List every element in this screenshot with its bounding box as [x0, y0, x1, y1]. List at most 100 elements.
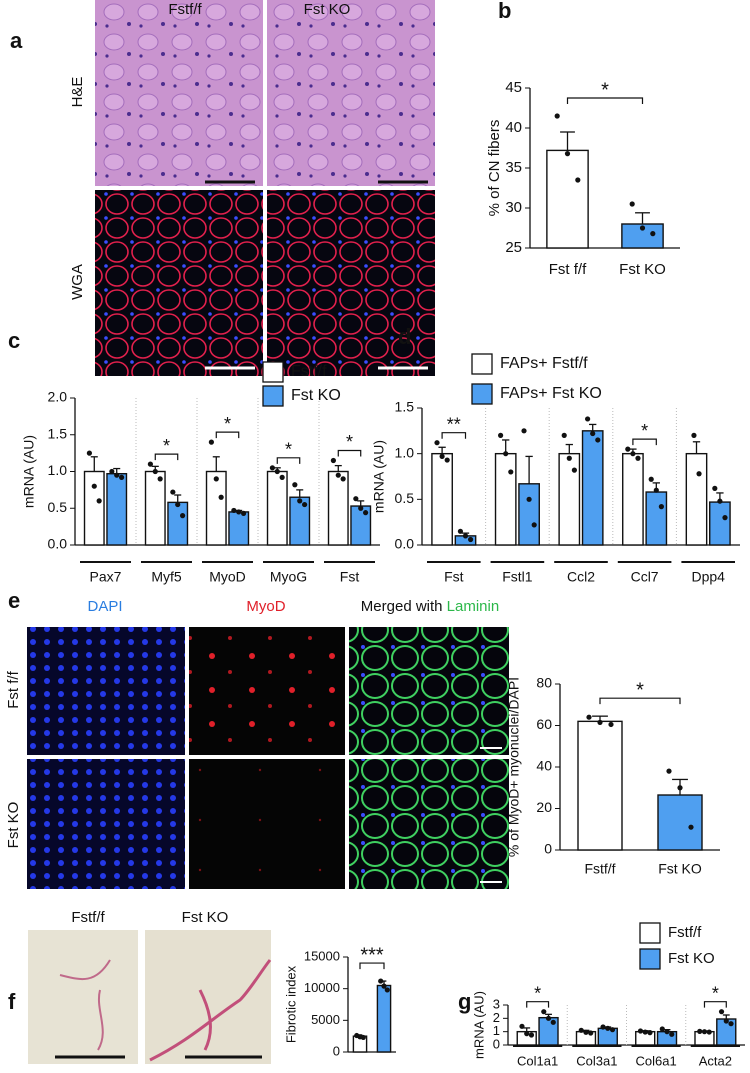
legend-label: FAPs+ Fst KO	[500, 385, 602, 402]
data-point	[363, 510, 369, 516]
data-point	[297, 498, 303, 504]
x-tick-label: Fst KO	[658, 861, 702, 877]
y-tick-label: 5000	[311, 1012, 340, 1027]
x-tick-label: Ccl2	[567, 569, 595, 585]
data-point	[722, 515, 728, 521]
data-point	[630, 451, 636, 457]
data-point	[541, 1009, 547, 1015]
x-tick-label: MyoD	[209, 569, 246, 585]
data-point	[180, 513, 186, 519]
data-point	[586, 714, 592, 720]
data-point	[335, 472, 341, 478]
significance: *	[636, 679, 644, 701]
data-point	[528, 1032, 535, 1038]
data-point	[664, 1029, 670, 1035]
bar	[327, 470, 349, 546]
y-tick-label: 2	[493, 1010, 500, 1025]
panel-label: a	[10, 28, 23, 53]
significance-bracket	[276, 457, 301, 464]
bar	[581, 430, 604, 546]
significance-bracket	[337, 449, 362, 457]
column-label: Fstf/f	[71, 909, 105, 926]
significance: ***	[360, 944, 384, 966]
data-point	[381, 983, 387, 989]
significance-bracket	[154, 453, 179, 461]
x-tick-label: Col3a1	[576, 1053, 617, 1068]
he-image	[267, 0, 435, 186]
column-label: Fst KO	[182, 909, 229, 926]
data-point	[688, 824, 694, 830]
bar	[518, 483, 540, 546]
y-tick-label: 40	[505, 119, 522, 136]
data-point	[467, 536, 474, 543]
data-point	[269, 465, 275, 471]
data-point	[292, 482, 298, 488]
data-point	[666, 768, 672, 774]
bar	[266, 470, 288, 546]
y-tick-label: 0	[493, 1036, 500, 1051]
collagen	[59, 959, 111, 1051]
row-label: Fst KO	[5, 802, 22, 849]
data-point	[231, 507, 237, 514]
data-point	[712, 485, 718, 491]
data-point	[457, 528, 464, 534]
data-point	[119, 474, 125, 480]
data-point	[274, 468, 280, 475]
bar	[205, 470, 227, 546]
data-point	[545, 1015, 552, 1021]
y-axis-label: mRNA (AU)	[471, 991, 486, 1059]
significance: *	[285, 440, 292, 460]
bar	[622, 452, 644, 546]
y-tick-label: 25	[505, 239, 522, 256]
legend-label: Fst KO	[291, 387, 341, 404]
stain-label: Merged with Laminin	[361, 598, 499, 615]
y-axis-label: % of CN fibers	[486, 120, 503, 217]
y-tick-label: 80	[536, 675, 552, 691]
data-point	[635, 455, 641, 461]
data-point	[697, 1028, 703, 1034]
bar	[558, 452, 581, 546]
y-tick-label: 1.0	[48, 462, 68, 478]
data-point	[647, 1030, 653, 1036]
dapi-image	[27, 759, 185, 889]
data-point	[503, 451, 509, 457]
data-point	[91, 483, 97, 489]
data-point	[706, 1029, 712, 1035]
data-point	[701, 1029, 708, 1035]
data-point	[175, 501, 181, 508]
legend-swatch	[639, 948, 661, 970]
data-point	[279, 474, 285, 480]
row-label: Fst f/f	[5, 670, 22, 708]
bar	[431, 452, 453, 546]
data-point	[691, 432, 697, 438]
panel-label: c	[8, 328, 20, 353]
panel-label: b	[498, 0, 511, 23]
data-point	[566, 455, 572, 461]
legend-swatch	[262, 361, 284, 383]
legend-label: Fstf/f	[291, 363, 327, 380]
data-point	[462, 533, 469, 539]
data-point	[358, 505, 364, 511]
bar	[376, 984, 392, 1053]
x-tick-label: Fst KO	[619, 261, 666, 278]
merged-image	[349, 759, 509, 889]
bar	[657, 794, 703, 851]
y-tick-label: 0.0	[48, 536, 68, 552]
stain-label: Laminin	[447, 598, 500, 615]
panel-label: e	[8, 588, 20, 613]
panel-label: f	[8, 989, 16, 1014]
data-point	[526, 496, 532, 502]
significance-bracket	[526, 1001, 550, 1008]
x-tick-label: Fstf/f	[584, 861, 615, 877]
legend-label: Fstf/f	[668, 924, 702, 941]
data-point	[353, 496, 359, 502]
significance-bracket	[703, 1001, 727, 1008]
y-tick-label: 0.0	[395, 536, 415, 552]
data-point	[519, 1023, 525, 1029]
bar	[83, 470, 105, 546]
data-point	[109, 468, 115, 475]
significance-bracket	[359, 962, 385, 970]
data-point	[157, 476, 163, 482]
y-axis-label: mRNA (AU)	[371, 440, 387, 513]
data-point	[718, 1009, 725, 1015]
